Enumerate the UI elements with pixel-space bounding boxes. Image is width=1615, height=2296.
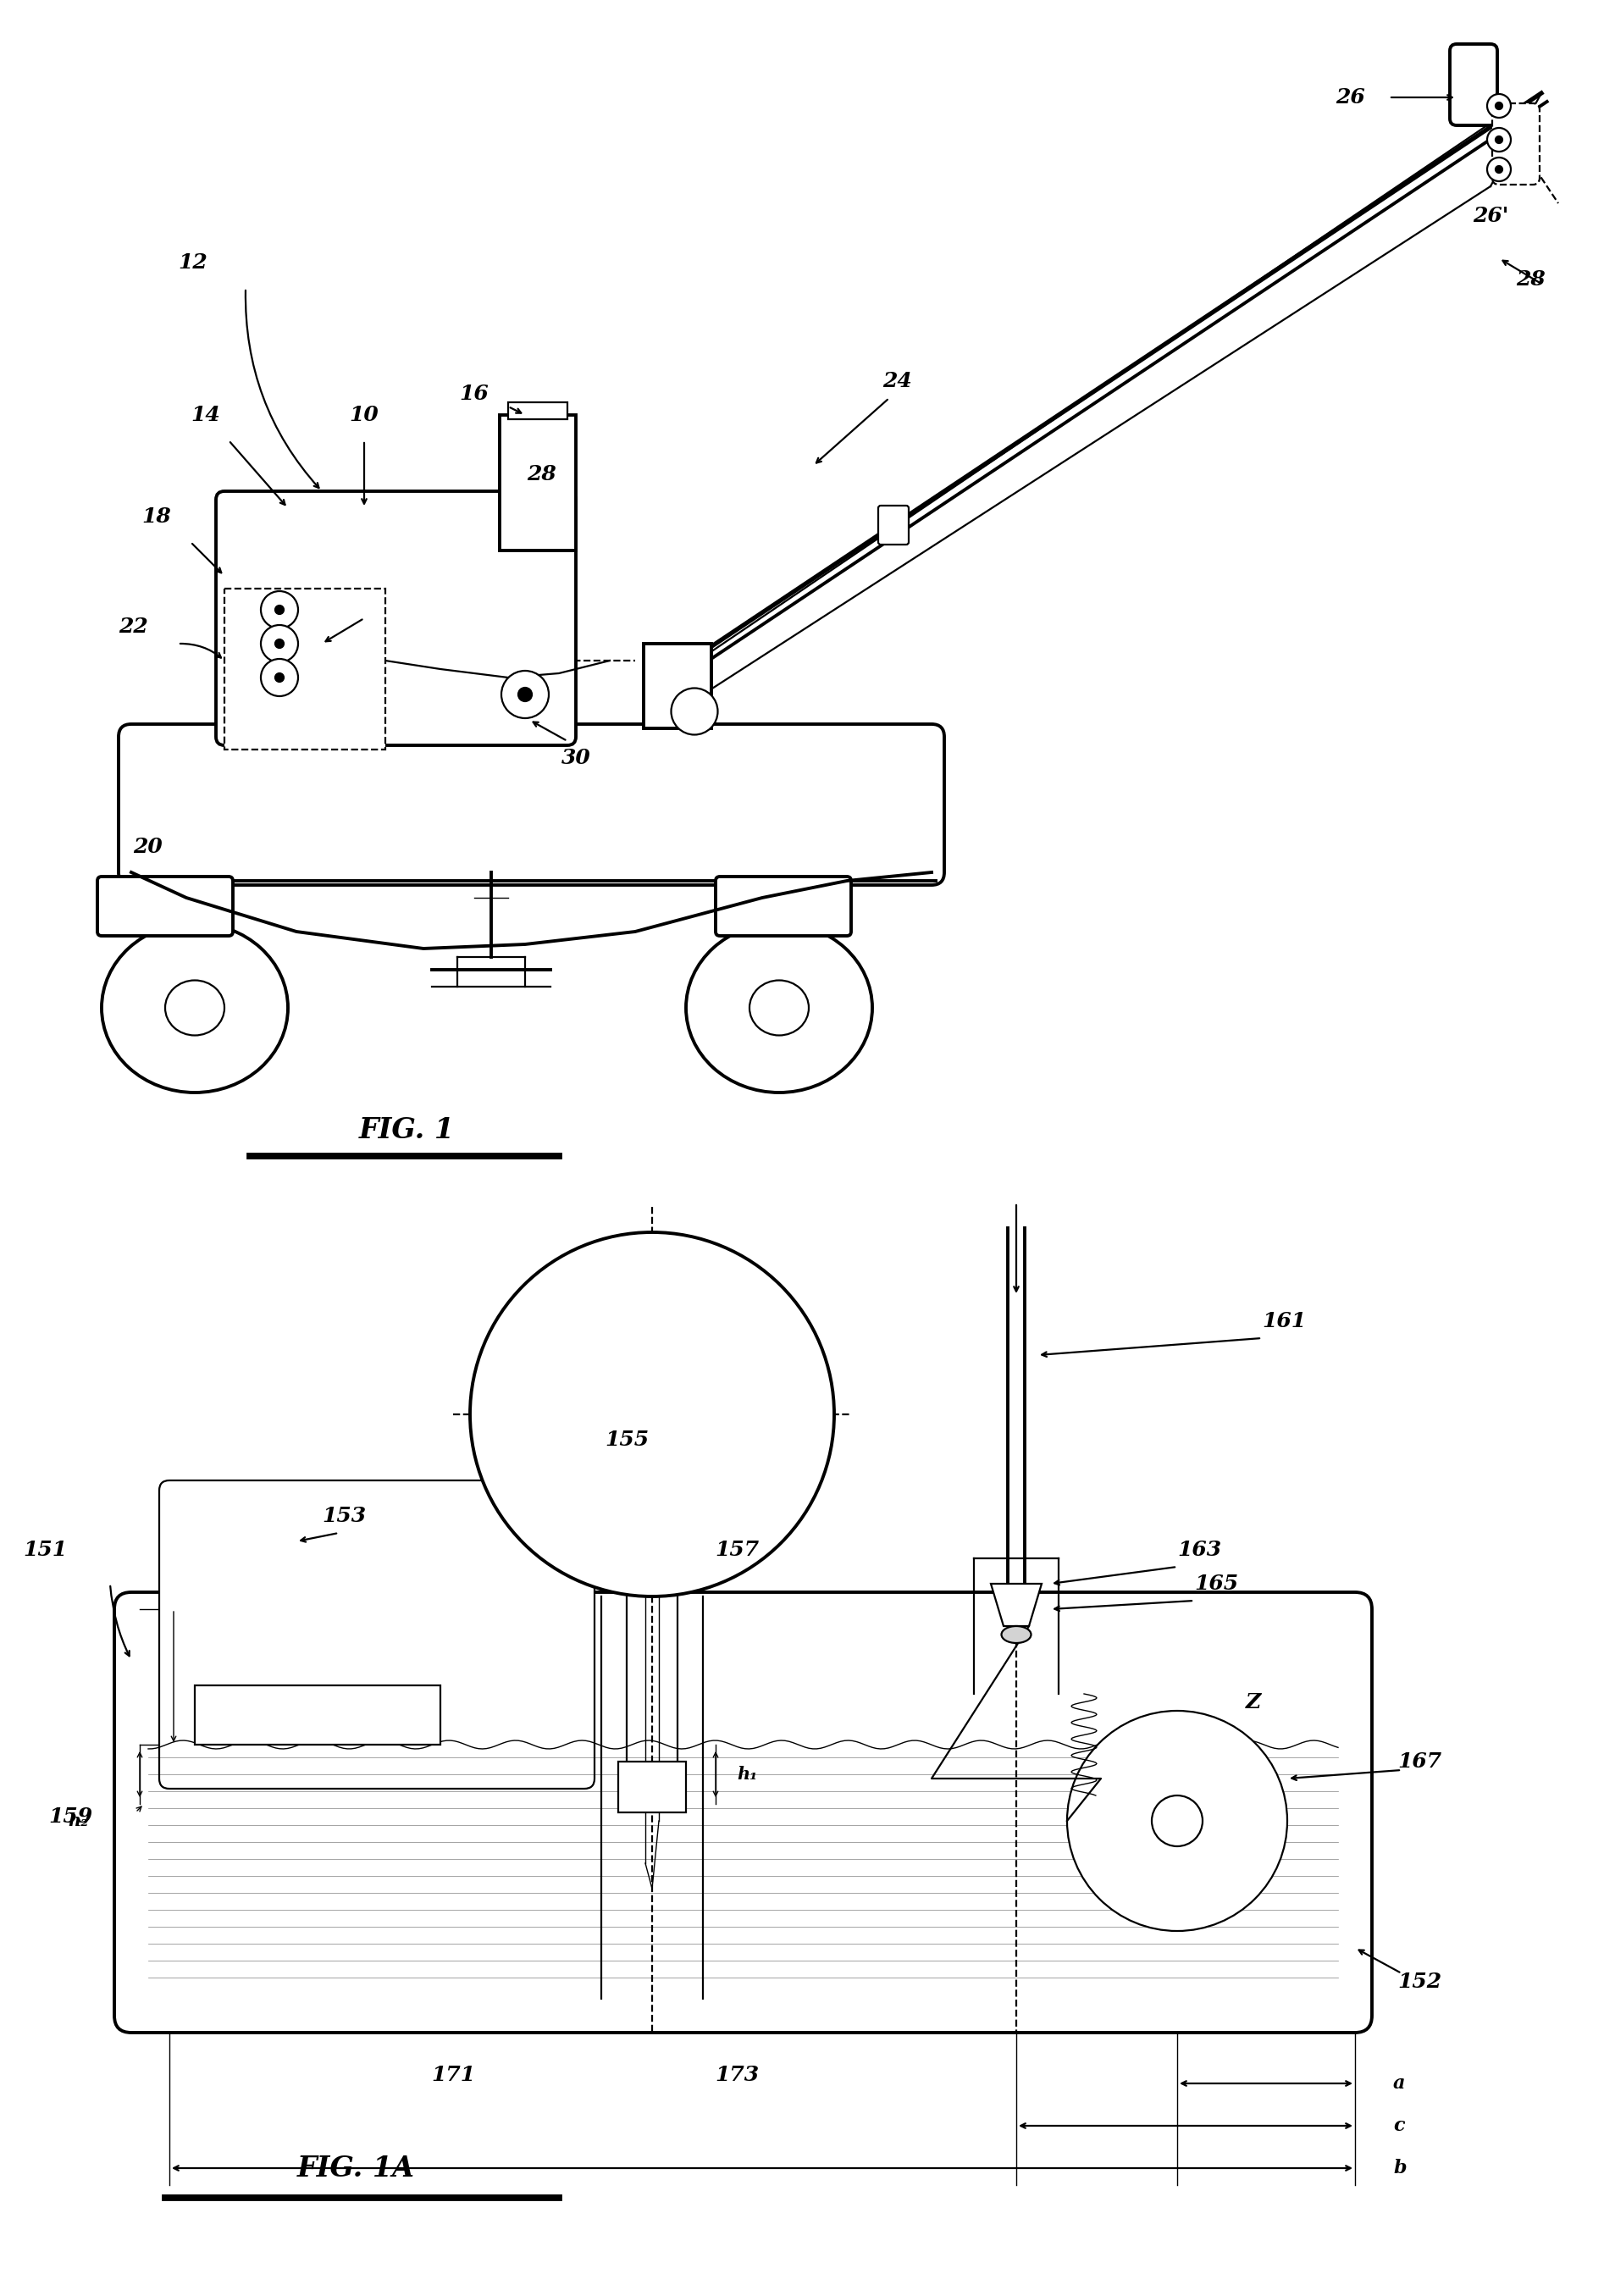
- Text: a: a: [1392, 2073, 1405, 2092]
- Text: b: b: [1392, 2158, 1405, 2177]
- Text: 12: 12: [178, 253, 207, 273]
- Text: 157: 157: [714, 1541, 759, 1559]
- Circle shape: [275, 673, 284, 682]
- Text: 18: 18: [142, 507, 171, 526]
- Text: FIG. 1A: FIG. 1A: [297, 2154, 415, 2181]
- Ellipse shape: [102, 923, 287, 1093]
- Text: 169: 169: [296, 1701, 339, 1722]
- Text: 20: 20: [134, 836, 163, 856]
- Text: 16: 16: [459, 383, 489, 404]
- FancyBboxPatch shape: [216, 491, 575, 746]
- Text: 151: 151: [24, 1541, 68, 1559]
- FancyBboxPatch shape: [715, 877, 851, 937]
- FancyBboxPatch shape: [97, 877, 233, 937]
- Ellipse shape: [670, 689, 717, 735]
- Circle shape: [260, 659, 297, 696]
- Text: 24: 24: [882, 372, 912, 390]
- Text: h₂: h₂: [68, 1812, 89, 1830]
- Text: 159: 159: [48, 1807, 94, 1828]
- Circle shape: [1486, 129, 1510, 152]
- FancyBboxPatch shape: [118, 723, 943, 884]
- Circle shape: [470, 1233, 833, 1596]
- Text: 28: 28: [1515, 269, 1544, 289]
- Circle shape: [1151, 1795, 1202, 1846]
- Circle shape: [275, 606, 284, 613]
- FancyBboxPatch shape: [160, 1481, 594, 1789]
- Text: 26: 26: [1336, 87, 1365, 108]
- Text: 163: 163: [1177, 1541, 1221, 1559]
- Circle shape: [1495, 165, 1502, 172]
- FancyBboxPatch shape: [1449, 44, 1497, 126]
- Text: FIG. 1: FIG. 1: [359, 1116, 454, 1146]
- FancyBboxPatch shape: [1491, 103, 1539, 184]
- Bar: [619, 1761, 686, 1812]
- Text: 153: 153: [321, 1506, 365, 1527]
- Text: 22: 22: [120, 618, 149, 636]
- Text: 28: 28: [526, 464, 557, 484]
- Circle shape: [260, 625, 297, 661]
- Text: 167: 167: [1397, 1752, 1441, 1773]
- Text: 173: 173: [714, 2064, 759, 2085]
- Circle shape: [1495, 135, 1502, 142]
- Text: 10: 10: [349, 404, 378, 425]
- Ellipse shape: [1001, 1626, 1030, 1644]
- Bar: [499, 416, 575, 551]
- Text: c: c: [1392, 2117, 1403, 2135]
- Text: 171: 171: [431, 2064, 475, 2085]
- Text: 26': 26': [1471, 207, 1508, 225]
- Bar: [507, 402, 567, 420]
- Bar: [224, 588, 384, 748]
- Text: 30: 30: [560, 748, 591, 769]
- FancyBboxPatch shape: [115, 1591, 1371, 2032]
- Circle shape: [1486, 158, 1510, 181]
- Ellipse shape: [686, 923, 872, 1093]
- Circle shape: [1486, 94, 1510, 117]
- Polygon shape: [990, 1584, 1042, 1626]
- Text: Z: Z: [1245, 1692, 1260, 1713]
- Bar: [643, 643, 711, 728]
- Ellipse shape: [165, 980, 224, 1035]
- Ellipse shape: [749, 980, 809, 1035]
- Circle shape: [275, 638, 284, 647]
- FancyBboxPatch shape: [879, 505, 908, 544]
- Text: 14: 14: [191, 404, 220, 425]
- Bar: [195, 1685, 441, 1745]
- Text: 155: 155: [604, 1430, 649, 1451]
- Text: 161: 161: [1261, 1311, 1305, 1332]
- Circle shape: [501, 670, 549, 719]
- Circle shape: [260, 590, 297, 629]
- Circle shape: [1495, 103, 1502, 110]
- Circle shape: [1066, 1711, 1287, 1931]
- Text: 152: 152: [1397, 1972, 1441, 1993]
- Circle shape: [518, 689, 531, 700]
- Text: 165: 165: [1193, 1573, 1237, 1593]
- Text: h₁: h₁: [736, 1766, 757, 1782]
